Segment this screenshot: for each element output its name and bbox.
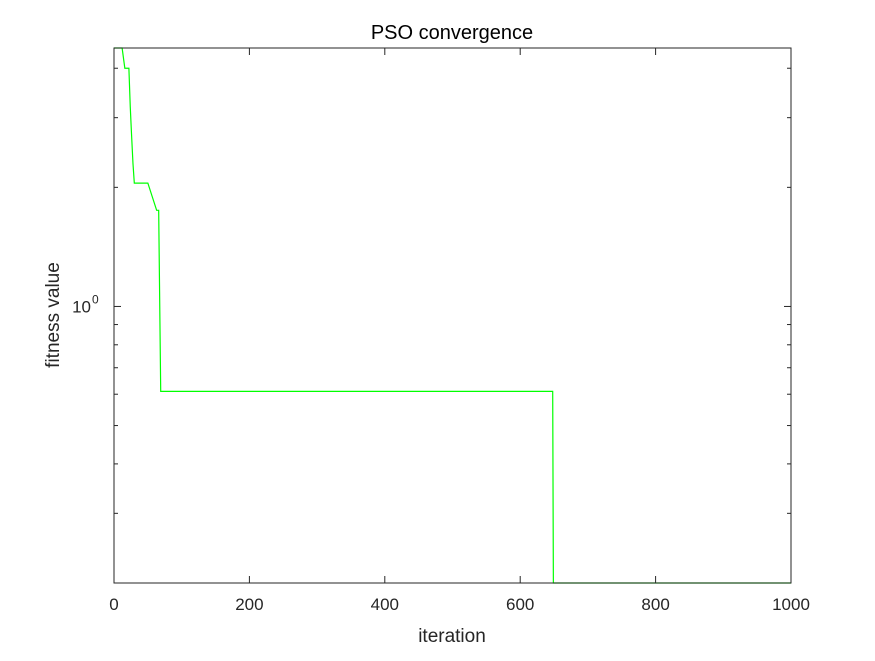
y-tick-label: 10 bbox=[72, 297, 91, 316]
plot-frame bbox=[113, 47, 792, 584]
x-tick-label: 200 bbox=[235, 595, 263, 614]
x-tick-label: 600 bbox=[506, 595, 534, 614]
series-line bbox=[114, 47, 791, 584]
chart-title: PSO convergence bbox=[371, 22, 533, 44]
x-tick-label: 0 bbox=[109, 595, 118, 614]
x-tick-label: 400 bbox=[371, 595, 399, 614]
x-tick-label: 1000 bbox=[772, 595, 810, 614]
x-tick-label: 800 bbox=[641, 595, 669, 614]
y-axis-label: fitness value bbox=[43, 262, 64, 368]
plot-background bbox=[114, 48, 791, 583]
y-tick-label-exponent: 0 bbox=[92, 292, 99, 306]
x-axis-label: iteration bbox=[418, 626, 486, 647]
series-layer bbox=[114, 47, 791, 584]
